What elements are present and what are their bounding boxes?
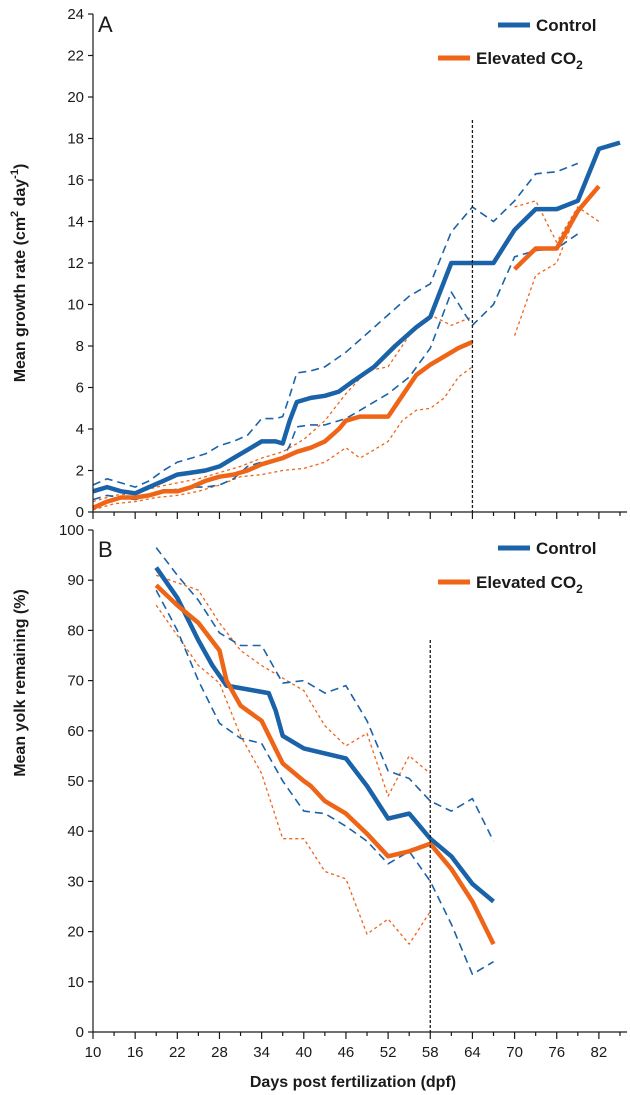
x-tick-label: 46	[338, 1044, 355, 1061]
series-line-control	[154, 566, 495, 904]
series-line-elevated-co2	[92, 339, 474, 510]
x-tick-label: 16	[127, 1044, 144, 1061]
x-tick-label: 64	[464, 1044, 481, 1061]
series-line-elevated-lower-late-	[513, 208, 579, 336]
y-tick-label: 22	[67, 48, 84, 65]
x-tick-label: 10	[85, 1044, 102, 1061]
y-tick-label: 30	[67, 873, 84, 890]
y-tick-label: 2	[76, 463, 84, 480]
series-line-elevated-upper	[155, 574, 431, 797]
x-tick-label: 40	[295, 1044, 312, 1061]
legend-b-elevated-label: Elevated CO2	[476, 573, 583, 596]
panel-b-legend: Control Elevated CO2	[438, 539, 596, 596]
y-tick-label: 10	[67, 974, 84, 991]
y-tick-label: 16	[67, 172, 84, 189]
panel-b-y-axis: 0 10 20 30 40 50 60 70 80 90 100	[59, 522, 627, 1041]
x-tick-label: 52	[380, 1044, 397, 1061]
legend-a-control-label: Control	[536, 16, 596, 35]
series-line-elevated-upper-late-	[514, 200, 600, 243]
legend-a-elevated-label: Elevated CO2	[476, 49, 583, 72]
y-tick-label: 70	[67, 673, 84, 690]
panel-b-series	[154, 547, 496, 976]
y-tick-label: 20	[67, 89, 84, 106]
panel-a-y-axis-title: Mean growth rate (cm2 day-1)	[9, 164, 29, 383]
legend-b-control-label: Control	[536, 539, 596, 558]
y-tick-label: 80	[67, 622, 84, 639]
y-tick-label: 4	[76, 421, 84, 438]
x-tick-label: 34	[253, 1044, 270, 1061]
panel-b-y-axis-title: Mean yolk remaining (%)	[12, 589, 29, 777]
series-line-control-lower	[155, 589, 494, 976]
series-line-elevated-upper	[92, 314, 473, 503]
y-tick-label: 6	[76, 380, 84, 397]
x-tick-label: 82	[591, 1044, 608, 1061]
x-tick-label: 58	[422, 1044, 439, 1061]
y-tick-label: 90	[67, 572, 84, 589]
series-line-control-upper	[92, 162, 579, 488]
x-tick-label: 76	[548, 1044, 565, 1061]
series-line-control-lower	[92, 233, 579, 501]
y-tick-label: 12	[67, 255, 84, 272]
y-tick-label: 100	[59, 522, 84, 539]
series-line-control-upper	[155, 547, 495, 842]
panel-b: 0 10 20 30 40 50 60 70 80 90 100 B Control Elevate…	[12, 522, 627, 1041]
y-tick-label: 18	[67, 131, 84, 148]
x-axis: 10 16 22 28 34 40 46 52 58 64 70 76 82	[85, 1044, 608, 1061]
panel-a-letter: A	[98, 12, 113, 37]
y-tick-label: 14	[67, 214, 84, 231]
panel-b-letter: B	[98, 537, 113, 562]
y-tick-label: 8	[76, 338, 84, 355]
y-tick-label: 0	[76, 504, 84, 521]
y-tick-label: 60	[67, 723, 84, 740]
x-tick-label: 22	[169, 1044, 186, 1061]
x-axis-title: Days post fertilization (dpf)	[250, 1074, 456, 1091]
series-line-elevated-lower	[155, 604, 431, 945]
series-line-elevated-co2	[154, 583, 496, 946]
x-tick-label: 28	[211, 1044, 228, 1061]
series-line-elevated-co2-late-	[513, 184, 601, 271]
panel-a-series	[92, 140, 621, 511]
x-tick-label: 70	[506, 1044, 523, 1061]
y-tick-label: 24	[67, 6, 84, 23]
panel-a-legend: Control Elevated CO2	[438, 16, 596, 72]
y-tick-label: 40	[67, 823, 84, 840]
y-tick-label: 50	[67, 773, 84, 790]
y-tick-label: 20	[67, 924, 84, 941]
series-line-control	[92, 140, 621, 496]
y-tick-label: 10	[67, 297, 84, 314]
y-tick-label: 0	[76, 1024, 84, 1041]
